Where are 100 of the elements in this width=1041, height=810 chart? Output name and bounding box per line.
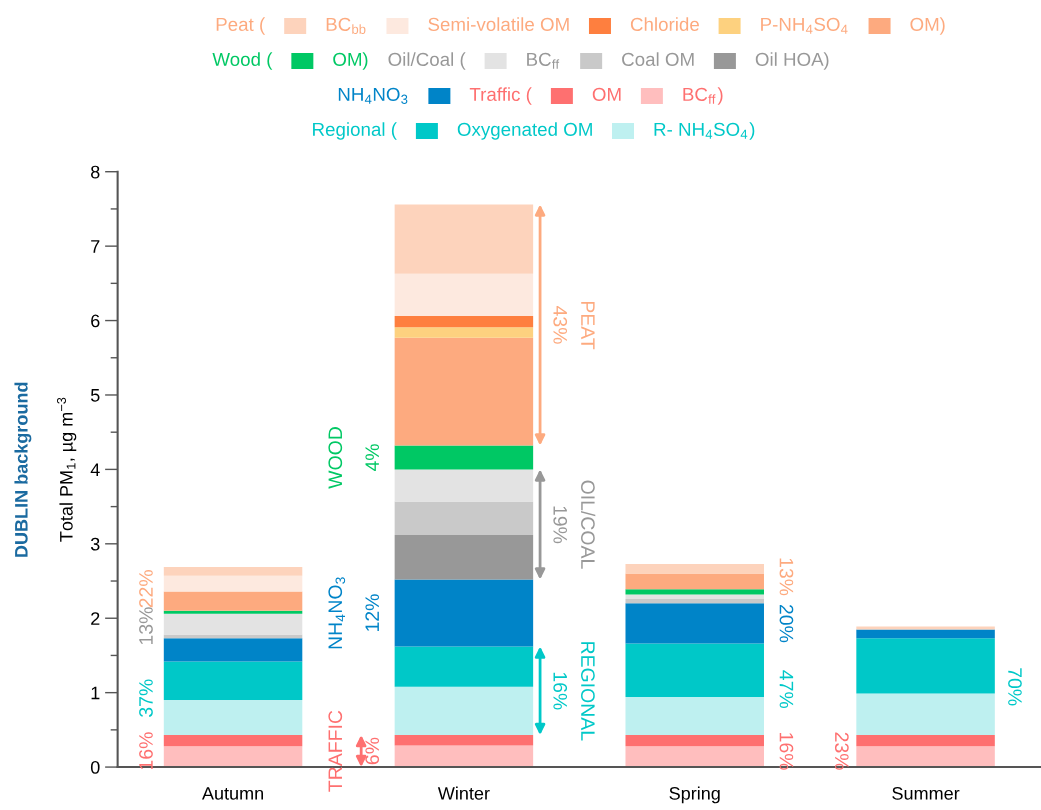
bar — [394, 745, 534, 768]
legend-label: BC$_{ff}$ — [683, 87, 716, 104]
bar — [394, 501, 534, 535]
bar — [394, 646, 534, 687]
text: NH$_{4}$NO$_{3}$ — [338, 87, 408, 104]
annotation: 16% — [553, 672, 568, 710]
text: ) — [939, 17, 945, 35]
bar — [625, 573, 764, 590]
y-tick-label: 8 — [91, 165, 100, 179]
annotation: 19% — [553, 506, 568, 544]
bar — [394, 579, 534, 647]
y-tick-label: 0 — [90, 761, 100, 774]
bar — [163, 575, 303, 592]
bar — [625, 603, 764, 644]
bar — [394, 445, 534, 470]
bar — [163, 638, 303, 662]
bar — [856, 629, 995, 639]
legend-label: OM — [592, 87, 621, 102]
bar — [625, 598, 764, 604]
annotation: OIL/COAL — [581, 480, 596, 569]
text: ) — [362, 52, 368, 70]
legend-label: Coal OM — [622, 52, 694, 67]
annotation: 12% — [365, 594, 380, 631]
annotation: 70% — [1008, 668, 1022, 706]
bar — [625, 746, 764, 768]
y-tick-label: 4 — [90, 463, 100, 476]
annotation: PEAT — [581, 301, 595, 350]
y-tick-label: 1 — [91, 686, 100, 700]
x-tick-label: Winter — [437, 786, 490, 800]
y-tick-label: 2 — [91, 612, 100, 625]
bar — [163, 735, 303, 747]
bar — [163, 591, 303, 611]
bar — [163, 661, 303, 701]
annotation: 47% — [779, 670, 794, 709]
bar — [856, 626, 995, 630]
bar — [163, 613, 303, 635]
text: Oil/Coal ( — [388, 52, 466, 70]
annotation: 16% — [139, 732, 153, 770]
text: Wood ( — [212, 52, 273, 70]
text: DUBLIN background — [14, 382, 32, 557]
bar — [856, 746, 995, 768]
y-tick-label: 7 — [91, 240, 100, 253]
legend-label: Chloride — [630, 17, 699, 32]
legend-label: BC$_{ff}$ — [527, 52, 560, 69]
annotation: WOOD — [328, 427, 343, 489]
text: Traffic ( — [469, 87, 532, 105]
legend-label: P-NH$_{4}$SO$_{4}$ — [761, 17, 848, 34]
annotation: 20% — [779, 604, 794, 643]
legend-label: Semi-volatile OM — [428, 17, 569, 32]
bar — [394, 327, 534, 338]
legend-label: BC$_{bb}$ — [326, 17, 366, 34]
y-tick-label: 5 — [90, 389, 100, 402]
bar — [394, 337, 534, 446]
legend-label: R- NH$_{4}$SO$_{4}$ — [654, 122, 748, 139]
bar — [163, 566, 303, 576]
bar — [625, 589, 764, 595]
annotation: REGIONAL — [581, 642, 595, 741]
bar — [163, 700, 303, 736]
annotation: 37% — [139, 679, 153, 717]
legend-label: OM — [910, 17, 939, 32]
x-tick-label: Autumn — [201, 787, 263, 800]
annotation: 6% — [365, 737, 380, 765]
bar — [394, 204, 534, 274]
legend-label: Oxygenated OM — [457, 122, 592, 140]
y-tick-label: 6 — [91, 314, 100, 328]
bar — [625, 643, 764, 698]
bar — [394, 735, 534, 746]
bar — [856, 693, 995, 736]
legend-label: OM — [333, 52, 362, 67]
bar — [163, 746, 303, 768]
bar — [394, 469, 534, 502]
annotation: 4% — [365, 444, 380, 472]
bar — [394, 316, 534, 328]
bar — [394, 273, 534, 317]
bar — [625, 563, 764, 574]
bar — [856, 735, 995, 747]
annotation: 22% — [139, 570, 153, 608]
legend-label: Oil HOA — [755, 52, 824, 67]
x-tick-label: Spring — [669, 786, 720, 804]
bar — [625, 735, 764, 747]
annotation: 43% — [553, 306, 568, 344]
text: Peat ( — [216, 17, 266, 35]
annotation: 16% — [779, 733, 794, 770]
bar — [625, 697, 764, 736]
text: ) — [823, 52, 829, 70]
annotation: TRAFFIC — [328, 710, 343, 792]
text: ) — [717, 87, 723, 105]
annotation: 23% — [834, 732, 849, 770]
y-tick-label: 3 — [90, 537, 100, 551]
bar — [394, 534, 534, 580]
annotation: 13% — [139, 607, 153, 645]
annotation: 13% — [779, 558, 794, 596]
bar — [394, 686, 534, 736]
text: Regional ( — [313, 122, 397, 140]
x-tick-label: Summer — [892, 786, 960, 800]
bar — [163, 610, 303, 614]
bar — [856, 638, 995, 694]
bar — [625, 594, 764, 599]
text: ) — [749, 122, 755, 140]
annotation: NH$_{4}$NO$_{3}$ — [328, 577, 346, 649]
